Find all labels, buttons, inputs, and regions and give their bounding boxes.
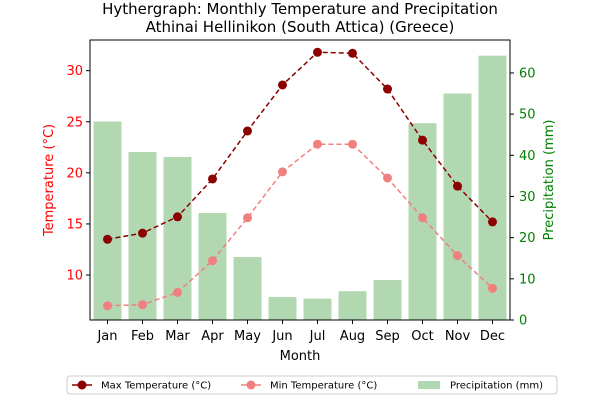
precip-bar-dec bbox=[478, 55, 507, 320]
legend: Max Temperature (°C) Min Temperature (°C)… bbox=[66, 375, 558, 395]
y-left-tick-label-10: 10 bbox=[66, 269, 83, 284]
min-temp-point-mar bbox=[173, 287, 182, 297]
y-right-tick-label-20: 20 bbox=[519, 231, 536, 246]
max-temp-point-apr bbox=[208, 174, 217, 184]
precip-bar-apr bbox=[198, 212, 227, 320]
y-left-tick-label-20: 20 bbox=[66, 166, 83, 181]
legend-label-1: Min Temperature (°C) bbox=[270, 381, 377, 392]
y-right-tick-label-30: 30 bbox=[519, 190, 536, 205]
min-temp-point-jan bbox=[103, 301, 112, 311]
min-temp-point-oct bbox=[418, 213, 427, 223]
min-temp-point-aug bbox=[348, 139, 357, 149]
y-left-tick-label-25: 25 bbox=[66, 115, 83, 130]
y-axis-right-label: Precipitation (mm) bbox=[542, 120, 557, 241]
x-tick-label-feb: Feb bbox=[131, 329, 154, 344]
precip-bar-aug bbox=[338, 291, 367, 320]
temperature-lines bbox=[103, 47, 497, 311]
chart-title-line2: Athinai Hellinikon (South Attica) (Greec… bbox=[146, 18, 455, 36]
x-tick-label-jul: Jul bbox=[309, 329, 326, 344]
max-temp-line bbox=[107, 51, 494, 241]
y-right-tick-label-40: 40 bbox=[519, 149, 536, 164]
axes: 10 15 20 25 30 0 10 20 30 40 50 60 Jan Feb Mar Apr May Ju… bbox=[66, 39, 536, 344]
x-tick-label-mar: Mar bbox=[165, 329, 190, 344]
min-temp-point-jun bbox=[278, 167, 287, 177]
precip-bar-may bbox=[233, 257, 262, 320]
x-axis-label: Month bbox=[280, 349, 321, 364]
max-temp-point-jun bbox=[278, 80, 287, 90]
max-temp-point-oct bbox=[418, 135, 427, 145]
precipitation-bars bbox=[93, 55, 507, 320]
x-tick-label-nov: Nov bbox=[445, 329, 471, 344]
min-temp-point-apr bbox=[208, 256, 217, 266]
x-tick-label-apr: Apr bbox=[201, 329, 224, 344]
min-temp-point-sep bbox=[383, 173, 392, 183]
y-left-tick-label-15: 15 bbox=[66, 217, 83, 232]
min-temp-line bbox=[107, 143, 494, 307]
max-temp-point-mar bbox=[173, 212, 182, 222]
legend-label-0: Max Temperature (°C) bbox=[101, 381, 211, 392]
precip-bar-jul bbox=[303, 298, 332, 320]
max-temp-point-may bbox=[243, 126, 252, 136]
max-temp-point-feb bbox=[138, 228, 147, 238]
precip-bar-sep bbox=[373, 280, 402, 320]
min-temp-point-nov bbox=[453, 251, 462, 261]
x-tick-label-aug: Aug bbox=[340, 329, 365, 344]
y-right-tick-label-0: 0 bbox=[519, 314, 527, 329]
max-temp-point-sep bbox=[383, 84, 392, 94]
y-left-tick-label-30: 30 bbox=[66, 64, 83, 79]
y-right-tick-label-50: 50 bbox=[519, 108, 536, 123]
x-tick-label-oct: Oct bbox=[411, 329, 433, 344]
precip-bar-jun bbox=[268, 296, 297, 320]
y-right-tick-label-60: 60 bbox=[519, 66, 536, 81]
legend-handle-marker-0 bbox=[77, 380, 87, 390]
x-tick-label-sep: Sep bbox=[375, 329, 400, 344]
min-temp-point-may bbox=[243, 213, 252, 223]
min-temp-point-dec bbox=[488, 283, 497, 293]
x-tick-label-may: May bbox=[234, 329, 261, 344]
min-temp-point-feb bbox=[138, 300, 147, 310]
y-right-tick-label-10: 10 bbox=[519, 272, 536, 287]
max-temp-point-jul bbox=[313, 47, 322, 57]
legend-handle-marker-1 bbox=[246, 380, 256, 390]
max-temp-point-aug bbox=[348, 48, 357, 58]
x-tick-label-jun: Jun bbox=[271, 329, 292, 344]
precip-bar-nov bbox=[443, 93, 472, 320]
y-axis-left-label: Temperature (°C) bbox=[42, 124, 57, 237]
x-tick-label-jan: Jan bbox=[96, 329, 117, 344]
min-temp-point-jul bbox=[313, 139, 322, 149]
plot-frame bbox=[89, 39, 511, 321]
max-temp-point-nov bbox=[453, 181, 462, 191]
legend-label-2: Precipitation (mm) bbox=[450, 381, 543, 392]
chart-title-line1: Hythergraph: Monthly Temperature and Pre… bbox=[102, 0, 498, 18]
max-temp-point-dec bbox=[488, 217, 497, 227]
legend-box bbox=[66, 375, 558, 395]
x-tick-label-dec: Dec bbox=[480, 329, 505, 344]
legend-handle-bar-2 bbox=[418, 381, 440, 389]
precip-bar-jan bbox=[93, 121, 122, 320]
max-temp-point-jan bbox=[103, 234, 112, 244]
